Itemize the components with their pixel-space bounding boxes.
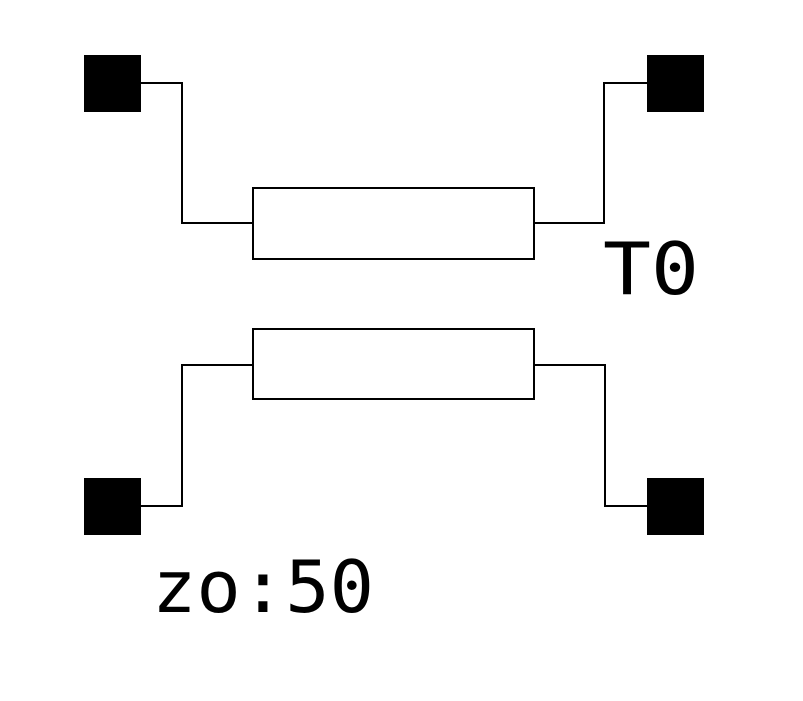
port: [84, 478, 141, 535]
line-element: [252, 187, 535, 260]
impedance-label: zo:50: [152, 545, 374, 629]
wire: [534, 82, 647, 224]
component-name: T0: [603, 227, 699, 311]
port: [84, 55, 141, 112]
wire: [141, 364, 253, 507]
line-element: [252, 328, 535, 400]
port: [647, 478, 704, 535]
ports: [84, 55, 704, 535]
wires: [141, 82, 647, 507]
wire: [534, 364, 647, 507]
wire: [141, 82, 253, 224]
port: [647, 55, 704, 112]
